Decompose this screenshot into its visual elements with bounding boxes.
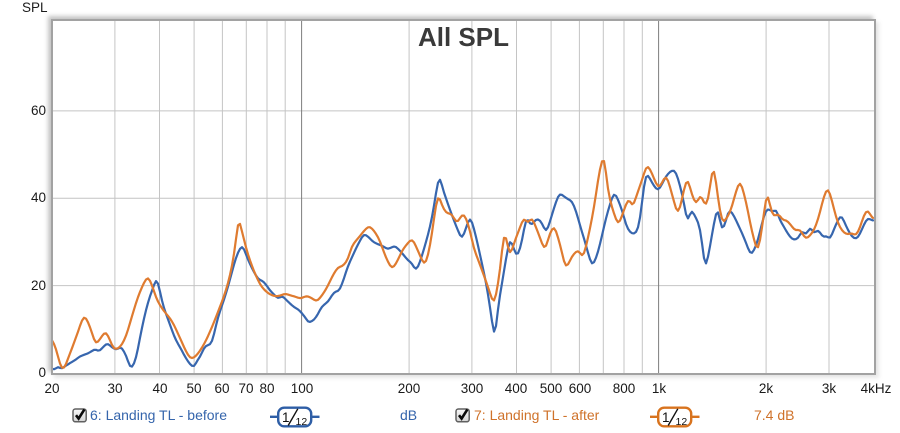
svg-text:12: 12 bbox=[676, 415, 688, 427]
svg-text:1: 1 bbox=[282, 410, 290, 425]
svg-text:12: 12 bbox=[296, 415, 308, 427]
svg-text:1: 1 bbox=[662, 410, 670, 425]
